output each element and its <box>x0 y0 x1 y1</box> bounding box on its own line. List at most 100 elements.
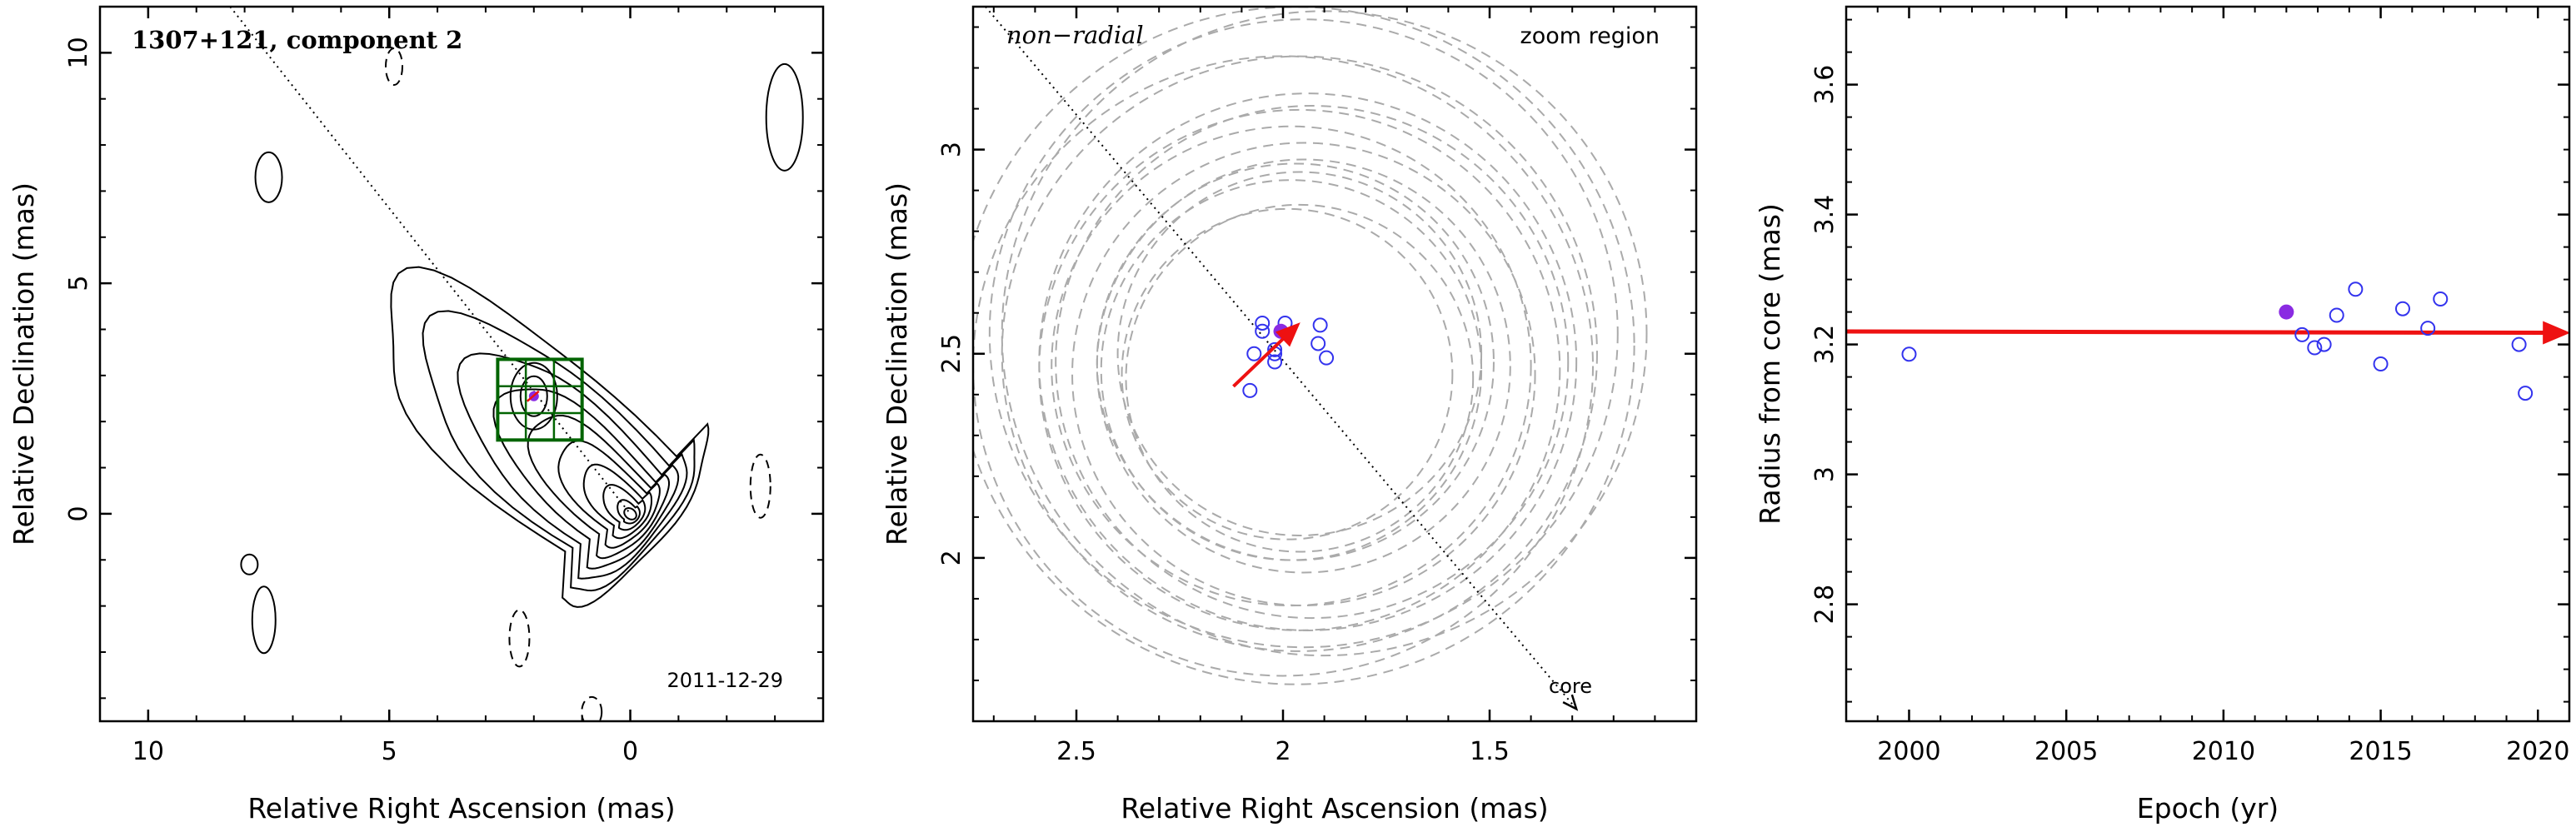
radial-direction-line <box>229 7 632 515</box>
contour-level <box>422 310 696 592</box>
contour-level <box>390 266 710 608</box>
panel-3-frame <box>1845 5 2571 723</box>
panel-3-x-tick-label: 2005 <box>2034 737 2098 766</box>
radial-direction-line <box>985 7 1577 710</box>
uncertainty-circle <box>1121 207 1454 541</box>
uncertainty-circle <box>1125 203 1475 553</box>
panel-2-x-tick-label: 2.5 <box>1056 737 1096 766</box>
radius-point <box>2433 291 2449 306</box>
position-point <box>1242 382 1258 398</box>
uncertainty-circle <box>1038 92 1578 631</box>
negative-contour <box>384 47 403 86</box>
panel-2-y-tick-label: 3 <box>937 142 966 157</box>
motion-vector-arrowhead <box>1275 322 1300 347</box>
radius-point <box>1901 346 1917 362</box>
highlight-point <box>2279 304 2294 320</box>
uncertainty-circle <box>1116 171 1483 536</box>
position-point <box>1312 317 1328 333</box>
contour-island <box>254 151 283 203</box>
panel-2-y-tick-label: 2 <box>937 550 966 565</box>
panel-3-x-tick-label: 2010 <box>2192 737 2255 766</box>
panel-3-y-tick-label: 3 <box>1810 466 1840 482</box>
uncertainty-circle <box>1071 142 1536 607</box>
panel-3-ticks: 2000 2005 2010 2015 2020 2.8 3 3.2 3.4 3.6 <box>1810 7 2570 766</box>
radius-point <box>2511 336 2527 352</box>
panel-3-y-tick-label: 3.4 <box>1810 195 1840 235</box>
uncertainty-circle <box>1055 105 1570 620</box>
trend-arrowhead <box>2543 321 2569 345</box>
uncertainty-circle <box>973 55 1594 677</box>
position-point <box>1246 346 1262 361</box>
contour-level <box>623 507 637 521</box>
panel-3-marks <box>1846 281 2569 401</box>
panel-2-y-tick-label: 2.5 <box>937 334 966 374</box>
panel-1-frame <box>98 5 825 723</box>
panel-3-y-tick-label: 3.6 <box>1810 65 1840 105</box>
contour-level <box>527 415 670 560</box>
component-contour <box>519 375 548 417</box>
uncertainty-circle <box>973 7 1635 685</box>
panel-3-x-axis-label: Epoch (yr) <box>2137 792 2279 825</box>
uncertainty-circle <box>1096 162 1495 561</box>
panel-3-x-tick-label: 2020 <box>2506 737 2569 766</box>
panel-2-marks <box>985 7 1579 711</box>
uncertainty-circle <box>1100 179 1483 561</box>
position-point <box>1310 336 1326 351</box>
uncertainty-circle <box>1051 125 1532 607</box>
radius-point <box>2518 386 2534 401</box>
panel-2-ticks: 2.5 2 1.5 2 2.5 3 <box>937 7 1696 766</box>
contour-island <box>240 553 259 575</box>
panel-1-x-tick-label: 0 <box>622 737 638 766</box>
panel-1-x-tick-label: 10 <box>132 737 164 766</box>
panel-1-marks <box>229 7 632 515</box>
position-point <box>1255 323 1271 339</box>
radius-point <box>2307 340 2323 356</box>
panel-2-zoom-region: 2.5 2 1.5 2 2.5 3 non−radial zoom region core… <box>881 5 1698 825</box>
position-point <box>1267 354 1283 370</box>
radius-point <box>2373 356 2389 371</box>
panel-2-frame <box>971 5 1698 723</box>
trend-line <box>1846 329 2545 336</box>
panel-2-x-axis-label: Relative Right Ascension (mas) <box>1121 792 1548 825</box>
radius-point <box>2316 336 2332 352</box>
uncertainty-circle <box>1001 55 1598 652</box>
panel-2-x-tick-label: 1.5 <box>1470 737 1510 766</box>
panel-2-annotation: non−radial <box>1006 21 1144 49</box>
contour-level <box>602 484 646 531</box>
panel-1-y-tick-label: 5 <box>64 276 93 291</box>
panel-1-x-tick-label: 5 <box>382 737 397 766</box>
contour-level <box>557 440 661 549</box>
panel-1-date: 2011-12-29 <box>667 669 783 692</box>
contour-lines <box>240 47 804 721</box>
panel-1-contour-map: 10 5 0 0 5 10 1307+121, component 2 2011-12-2… <box>7 5 825 825</box>
position-point <box>1267 341 1283 357</box>
contour-level <box>582 463 652 540</box>
radius-point <box>2294 326 2310 342</box>
panel-1-y-tick-label: 0 <box>64 506 93 521</box>
negative-contour <box>749 453 771 519</box>
panel-2-y-axis-label: Relative Declination (mas) <box>881 182 913 546</box>
panel-3-x-tick-label: 2000 <box>1877 737 1940 766</box>
radius-point <box>2394 301 2410 316</box>
core-direction-arrowhead <box>1562 694 1579 711</box>
panel-1-y-tick-label: 10 <box>64 37 93 68</box>
zoom-box <box>496 357 584 442</box>
position-point <box>1319 350 1335 366</box>
panel-1-ticks: 10 5 0 0 5 10 <box>64 6 824 766</box>
radius-point <box>2348 281 2364 297</box>
motion-vector <box>1232 329 1293 388</box>
negative-contour <box>581 695 603 721</box>
component-vector <box>526 390 540 402</box>
contour-island <box>251 585 277 655</box>
panel-1-y-axis-label: Relative Declination (mas) <box>7 182 40 546</box>
component-contour <box>509 361 558 431</box>
panel-2-core-label: core <box>1549 675 1592 698</box>
uncertainty-circles <box>973 7 1648 685</box>
panel-3-y-axis-label: Radius from core (mas) <box>1754 203 1786 525</box>
panel-3-x-tick-label: 2015 <box>2349 737 2412 766</box>
radius-point <box>2420 321 2436 336</box>
contour-level <box>617 499 641 525</box>
uncertainty-circle <box>1096 158 1511 574</box>
panel-2-title: zoom region <box>1520 23 1660 49</box>
